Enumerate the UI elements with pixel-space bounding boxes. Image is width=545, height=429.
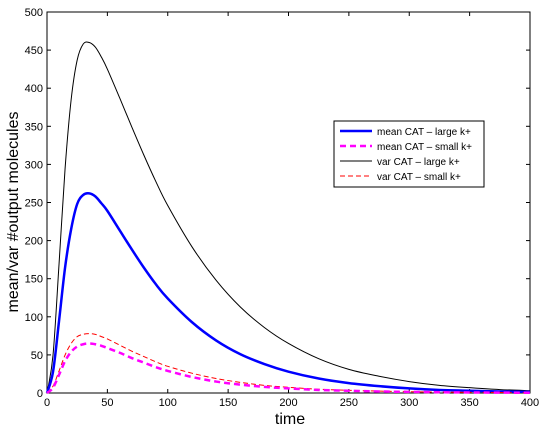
x-tick-label: 200 <box>279 397 297 409</box>
legend: mean CAT – large k+ mean CAT – small k+ … <box>333 120 485 188</box>
y-tick-label: 50 <box>31 350 43 362</box>
y-tick-label: 450 <box>25 45 43 57</box>
series-line-var-small <box>46 333 531 394</box>
series-line-mean-small <box>46 342 531 395</box>
y-tick-label: 400 <box>25 83 43 95</box>
y-tick-label: 0 <box>37 388 43 400</box>
x-tick-label: 100 <box>159 397 177 409</box>
x-tick-label: 300 <box>400 397 418 409</box>
y-tick-label: 200 <box>25 236 43 248</box>
y-tick-label: 350 <box>25 121 43 133</box>
x-tick-label: 0 <box>44 397 50 409</box>
x-tick-label: 50 <box>101 397 113 409</box>
series-line-mean-large <box>45 191 531 394</box>
y-tick-label: 500 <box>25 7 43 19</box>
x-axis-label: time <box>275 411 305 428</box>
x-tick-label: 150 <box>219 397 237 409</box>
plot-series <box>45 41 531 395</box>
legend-label-var-large: var CAT – large k+ <box>377 157 460 168</box>
y-tick-label: 300 <box>25 159 43 171</box>
x-tick-label: 400 <box>521 397 539 409</box>
y-axis-label: mean/var #output molecules <box>5 112 22 313</box>
x-tick-label: 350 <box>460 397 478 409</box>
legend-label-mean-large: mean CAT – large k+ <box>377 127 471 138</box>
y-tick-label: 250 <box>25 198 43 210</box>
legend-label-mean-small: mean CAT – small k+ <box>377 142 472 153</box>
y-tick-label: 150 <box>25 274 43 286</box>
plot-frame <box>46 11 531 394</box>
series-line-var-large <box>46 41 531 394</box>
legend-label-var-small: var CAT – small k+ <box>377 172 461 183</box>
axes: 0 50 100 150 200 250 300 350 400 0 50 100 150 200 250 3… <box>25 7 540 409</box>
x-tick-label: 250 <box>340 397 358 409</box>
y-tick-label: 100 <box>25 312 43 324</box>
